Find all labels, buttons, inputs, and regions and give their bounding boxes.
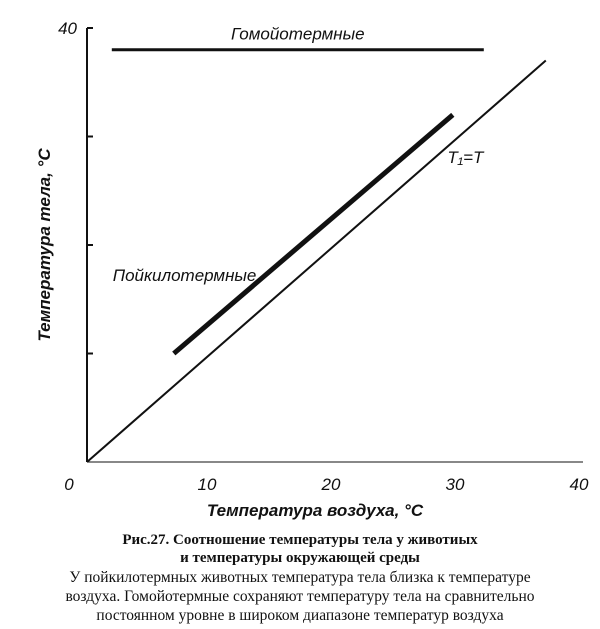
caption-text: постоянном уровне в широком диапазоне те… <box>96 607 504 624</box>
x-tick-label: 10 <box>198 475 217 494</box>
y-axis-label: Температура тела, °С <box>35 148 54 342</box>
chart: Температура тела, °С Температура воздуха… <box>35 19 589 520</box>
series-label: Пойкилотермные <box>113 266 257 285</box>
caption-title: Рис.27. Соотношение температуры тела у ж… <box>122 532 478 548</box>
x-tick-label: 40 <box>570 475 589 494</box>
line <box>172 112 455 356</box>
x-tick-label: 20 <box>321 475 341 494</box>
caption-text: У пойкилотермных животных температура те… <box>69 569 531 586</box>
caption-title: и температуры окружающей среды <box>180 550 420 566</box>
line <box>86 59 547 463</box>
x-tick-label: 30 <box>446 475 465 494</box>
y-tick-label: 40 <box>58 19 77 38</box>
x-axis-label: Температура воздуха, °С <box>207 501 424 520</box>
series-label: T₁=T <box>447 148 485 167</box>
series-label: Гомойотермные <box>231 25 365 44</box>
x-tick-label: 0 <box>64 475 74 494</box>
caption-text: воздуха. Гомойотермные сохраняют темпера… <box>65 588 535 605</box>
